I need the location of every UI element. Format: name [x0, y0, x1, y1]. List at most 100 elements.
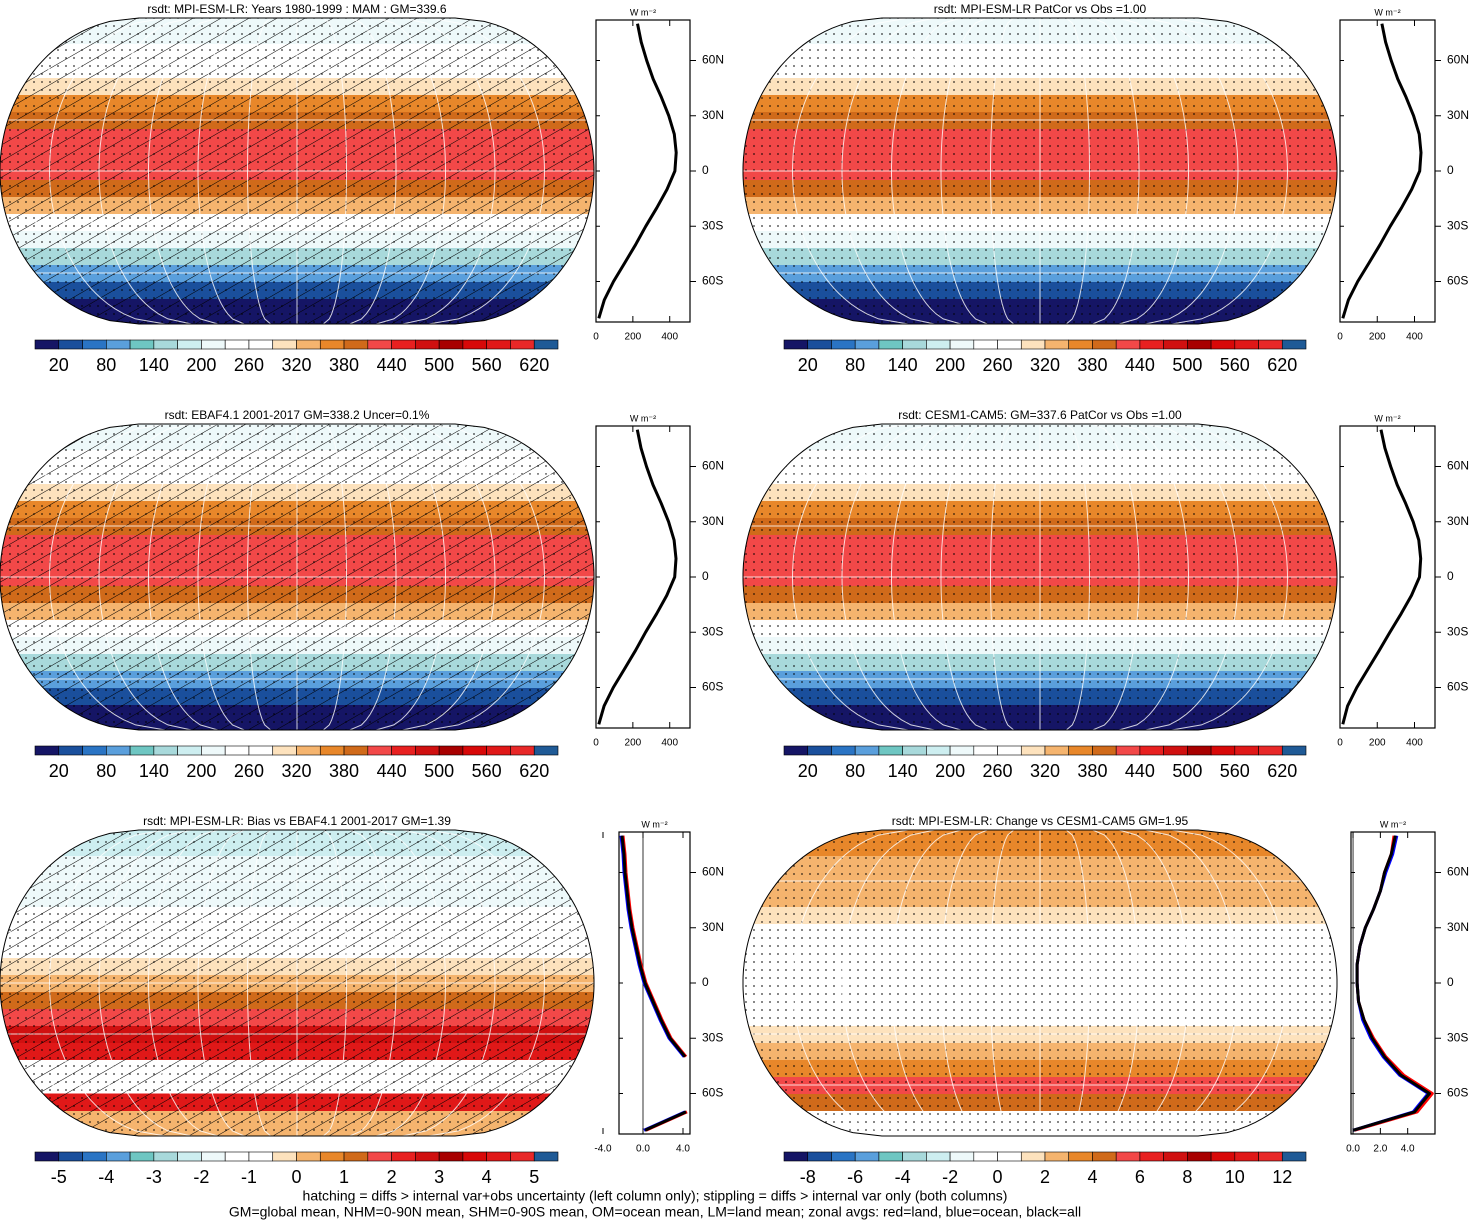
colorbar-box — [831, 1151, 856, 1162]
colorbar-box — [926, 1151, 951, 1162]
meridian — [791, 424, 909, 730]
colorbar-box — [1163, 339, 1188, 350]
panel-title: rsdt: EBAF4.1 2001-2017 GM=338.2 Uncer=0… — [165, 408, 430, 422]
colorbar-label: 140 — [888, 761, 918, 781]
colorbar-box — [533, 339, 559, 350]
colorbar-label: 200 — [935, 761, 965, 781]
profile-units: W m⁻² — [1380, 819, 1406, 829]
meridian — [1171, 830, 1289, 1136]
colorbar-box — [878, 1151, 903, 1162]
meridian — [1118, 424, 1189, 730]
meridian — [247, 830, 272, 1136]
colorbar-box — [783, 1151, 809, 1162]
meridian — [940, 18, 988, 324]
colorbar-box — [1044, 339, 1070, 350]
y-tick-label: 60S — [702, 274, 723, 288]
y-tick-label: 30S — [1447, 218, 1468, 232]
meridian — [1092, 424, 1140, 730]
colorbar-box — [224, 339, 250, 350]
y-tick-label: 30N — [1447, 920, 1469, 934]
colorbar-box — [272, 745, 297, 756]
meridian — [402, 18, 496, 324]
colorbar-box — [319, 1151, 345, 1162]
meridian — [349, 18, 397, 324]
colorbar-label: 140 — [888, 355, 918, 375]
colorbar-box — [201, 339, 226, 350]
zonal-mean-line — [621, 835, 688, 1132]
colorbar-box — [1281, 339, 1307, 350]
x-tick-label: -4.0 — [594, 1144, 612, 1155]
x-tick-label: 0.0 — [1346, 1144, 1360, 1155]
colorbar-box — [438, 745, 464, 756]
x-tick-label: 0 — [1337, 738, 1343, 749]
colorbar-label: 4 — [1087, 1167, 1097, 1187]
panel-title: rsdt: MPI-ESM-LR: Bias vs EBAF4.1 2001-2… — [143, 814, 451, 828]
x-tick-label: 4.0 — [1401, 1144, 1415, 1155]
colorbar-box — [973, 1151, 998, 1162]
zonal-mean-line — [597, 429, 678, 725]
colorbar-label: 6 — [1135, 1167, 1145, 1187]
colorbar-box — [510, 1151, 535, 1162]
colorbar-label: -2 — [942, 1167, 958, 1187]
y-tick-label: 30N — [1447, 514, 1469, 528]
meridian — [375, 830, 446, 1136]
colorbar-label: 0 — [993, 1167, 1003, 1187]
meridian — [148, 830, 219, 1136]
y-tick-label: 30S — [1447, 624, 1468, 638]
colorbar-box — [462, 745, 487, 756]
colorbar-box — [224, 745, 250, 756]
colorbar-box — [296, 339, 321, 350]
y-tick-label: 30N — [1447, 108, 1469, 122]
colorbar-box — [1187, 339, 1212, 350]
y-tick-label: 0 — [702, 975, 709, 989]
colorbar-label: 20 — [798, 761, 818, 781]
colorbar-box — [1044, 1151, 1070, 1162]
colorbar-label: 380 — [329, 355, 359, 375]
colorbar-box — [1234, 745, 1259, 756]
meridian — [48, 830, 166, 1136]
colorbar-label: 80 — [96, 761, 116, 781]
y-tick-label: 0 — [1447, 163, 1454, 177]
colorbar-box — [1020, 1151, 1046, 1162]
colorbar-label: 200 — [186, 355, 216, 375]
x-tick-label: 2.0 — [1373, 1144, 1387, 1155]
colorbar-box — [177, 1151, 202, 1162]
colorbar-label: 20 — [798, 355, 818, 375]
colorbar-label: 2 — [387, 1167, 397, 1187]
map — [0, 424, 594, 730]
colorbar-box — [106, 1151, 131, 1162]
meridian — [1171, 424, 1289, 730]
colorbar-label: -4 — [895, 1167, 911, 1187]
colorbar-label: 8 — [1182, 1167, 1192, 1187]
x-tick-label: 200 — [1369, 738, 1386, 749]
colorbar-box — [783, 339, 809, 350]
map — [743, 18, 1337, 324]
meridian — [349, 424, 397, 730]
colorbar-box — [296, 1151, 321, 1162]
profile-units: W m⁻² — [1374, 413, 1400, 423]
meridian — [428, 18, 546, 324]
x-tick-label: 400 — [1406, 738, 1423, 749]
map-border — [0, 17, 595, 325]
colorbar-label: 0 — [291, 1167, 301, 1187]
colorbar-box — [949, 745, 975, 756]
profile-units: W m⁻² — [630, 413, 656, 423]
zonal-mean-line — [1341, 23, 1423, 319]
colorbar-box — [391, 339, 416, 350]
colorbar-box — [201, 745, 226, 756]
colorbar-label: 440 — [1125, 761, 1155, 781]
colorbar-box — [58, 745, 83, 756]
colorbar-box — [272, 339, 297, 350]
colorbar-box — [129, 745, 155, 756]
colorbar-label: 4 — [482, 1167, 492, 1187]
meridian — [791, 18, 909, 324]
meridian — [841, 830, 935, 1136]
meridian — [1092, 830, 1140, 1136]
colorbar-box — [296, 745, 321, 756]
colorbar-box — [1115, 1151, 1141, 1162]
meridian — [402, 424, 496, 730]
colorbar-label: 12 — [1272, 1167, 1292, 1187]
meridian — [322, 830, 347, 1136]
colorbar-box — [1258, 745, 1283, 756]
colorbar-label: 380 — [329, 761, 359, 781]
